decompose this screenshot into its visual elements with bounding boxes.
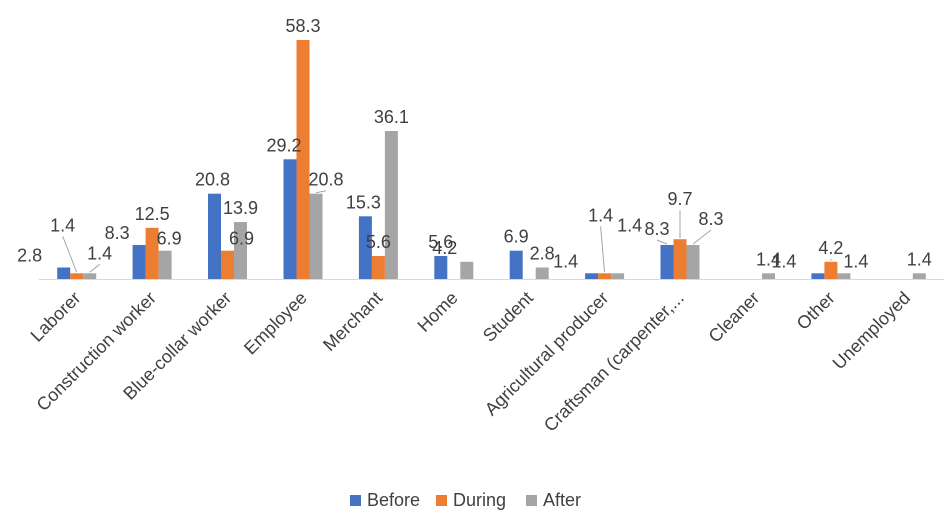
category-label-student: Student — [479, 288, 537, 346]
data-label-during-craftsman-carpenter: 9.7 — [667, 189, 692, 209]
data-label-before-agricultural-producer: 1.4 — [553, 251, 578, 271]
bar-after-laborer — [83, 273, 97, 279]
data-label-after-student: 2.8 — [530, 244, 555, 264]
bar-before-student — [509, 250, 523, 279]
category-label-craftsman-carpenter: Craftsman (carpenter,... — [540, 288, 688, 436]
legend: Before During After — [350, 490, 581, 510]
leader-lines — [62, 190, 832, 273]
category-label-employee: Employee — [240, 288, 311, 359]
bar-after-student — [535, 267, 549, 279]
category-label-home: Home — [414, 288, 462, 336]
bar-before-other — [811, 273, 825, 279]
bar-after-blue-collar-worker — [234, 222, 247, 279]
bar-before-blue-collar-worker — [208, 193, 221, 279]
data-label-after-agricultural-producer: 1.4 — [617, 215, 642, 235]
data-label-after-construction-worker: 6.9 — [157, 229, 182, 249]
bars — [57, 40, 926, 280]
bar-before-merchant — [358, 216, 372, 279]
data-label-during-employee: 58.3 — [285, 16, 320, 36]
legend-label-before: Before — [367, 490, 420, 510]
data-label-after-home: 4.2 — [432, 238, 457, 258]
category-label-agricultural-producer: Agricultural producer — [481, 288, 613, 420]
bar-during-craftsman-carpenter — [673, 239, 687, 279]
bar-before-agricultural-producer — [585, 273, 599, 279]
data-label-after-cleaner: 1.4 — [756, 249, 781, 269]
bar-before-home — [434, 256, 448, 279]
data-label-before-construction-worker: 8.3 — [105, 223, 130, 243]
bar-during-construction-worker — [145, 227, 159, 280]
data-label-before-blue-collar-worker: 20.8 — [195, 170, 230, 190]
bar-after-craftsman-carpenter — [686, 245, 700, 279]
legend-swatch-after — [526, 495, 537, 506]
category-label-merchant: Merchant — [319, 288, 386, 355]
bar-after-construction-worker — [158, 250, 172, 279]
leader-line-after-employee — [315, 190, 327, 194]
bar-after-merchant — [384, 131, 398, 279]
bar-during-laborer — [70, 273, 84, 279]
legend-swatch-during — [436, 495, 447, 506]
category-label-unemployed: Unemployed — [829, 288, 915, 374]
data-label-before-home: 5.6 — [428, 232, 453, 252]
data-label-before-other: 1.4 — [771, 251, 796, 271]
bar-during-other — [824, 261, 838, 279]
category-label-cleaner: Cleaner — [705, 288, 764, 347]
data-label-before-craftsman-carpenter: 8.3 — [644, 219, 669, 239]
bar-before-laborer — [57, 267, 71, 279]
data-label-during-laborer: 1.4 — [50, 215, 75, 235]
data-label-before-employee: 29.2 — [266, 135, 301, 155]
data-label-after-blue-collar-worker: 13.9 — [223, 198, 258, 218]
bar-after-agricultural-producer — [611, 273, 625, 279]
data-label-before-laborer: 2.8 — [17, 246, 42, 266]
leader-line-after-craftsman-carpenter — [692, 229, 712, 245]
data-label-after-merchant: 36.1 — [374, 107, 409, 127]
bar-during-merchant — [371, 256, 385, 279]
data-labels: 2.81.41.48.312.56.920.86.913.929.258.320… — [17, 16, 932, 271]
bar-during-blue-collar-worker — [221, 250, 234, 279]
legend-label-after: After — [543, 490, 581, 510]
category-label-laborer: Laborer — [27, 288, 85, 346]
bar-before-employee — [283, 159, 297, 279]
legend-swatch-before — [350, 495, 361, 506]
bar-after-cleaner — [762, 273, 775, 279]
data-label-before-student: 6.9 — [504, 227, 529, 247]
data-label-after-other: 1.4 — [843, 251, 868, 271]
bar-after-employee — [309, 193, 323, 279]
data-label-during-agricultural-producer: 1.4 — [588, 205, 613, 225]
data-label-during-construction-worker: 12.5 — [135, 204, 170, 224]
category-label-other: Other — [793, 288, 839, 334]
bar-before-craftsman-carpenter — [660, 245, 674, 279]
bar-during-agricultural-producer — [598, 273, 612, 279]
data-label-after-laborer: 1.4 — [87, 243, 112, 263]
leader-line-during-laborer — [62, 236, 78, 273]
bar-after-home — [460, 261, 474, 279]
data-label-during-blue-collar-worker: 6.9 — [229, 229, 254, 249]
bar-during-employee — [296, 40, 310, 279]
legend-label-during: During — [453, 490, 506, 510]
data-label-after-unemployed: 1.4 — [907, 249, 932, 269]
bar-after-other — [837, 273, 851, 279]
bar-after-unemployed — [912, 273, 926, 279]
data-label-after-craftsman-carpenter: 8.3 — [698, 209, 723, 229]
bar-before-construction-worker — [132, 245, 146, 279]
leader-line-during-agricultural-producer — [600, 226, 606, 273]
data-label-before-merchant: 15.3 — [346, 192, 381, 212]
leader-line-before-craftsman-carpenter — [656, 239, 668, 245]
data-label-during-merchant: 5.6 — [366, 232, 391, 252]
leader-line-after-laborer — [89, 263, 101, 273]
data-label-after-employee: 20.8 — [308, 170, 343, 190]
data-label-during-other: 4.2 — [818, 238, 843, 258]
